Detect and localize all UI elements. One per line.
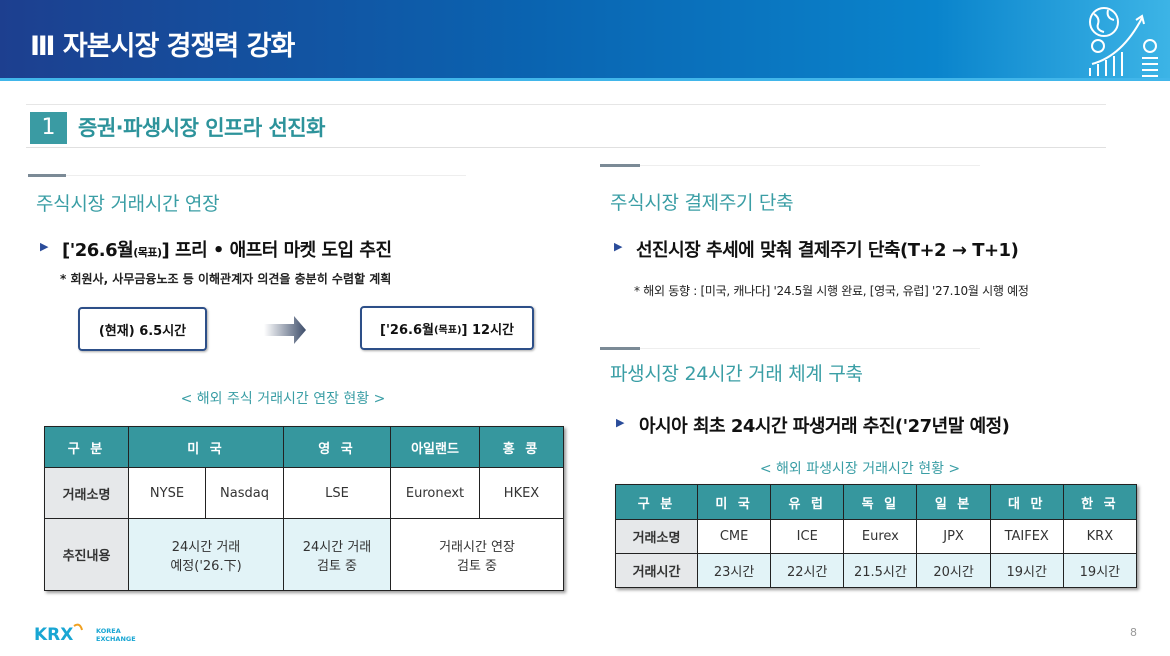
section-header [26, 104, 1106, 148]
table-cell: 19시간 [1062, 553, 1138, 588]
bullet-arrow-icon: ▶ [614, 240, 623, 253]
table-row: 거래소명 CME ICE Eurex JPX TAIFEX KRX [615, 519, 1138, 554]
header-cell: 구 분 [615, 484, 698, 520]
right-subtitle-derivatives: 파생시장 24시간 거래 체계 구축 [610, 363, 863, 385]
table-row: 거래시간 23시간 22시간 21.5시간 20시간 19시간 19시간 [615, 553, 1138, 588]
table-cell: 24시간 거래 검토 중 [283, 518, 392, 591]
table-cell: HKEX [479, 467, 565, 519]
header-stripe [0, 78, 1170, 81]
right-table-caption: < 해외 파생시장 거래시간 현황 > [759, 461, 961, 477]
header-cell: 구 분 [44, 426, 129, 468]
svg-text:KRX: KRX [34, 625, 73, 645]
target-prefix: ['26.6월 [380, 322, 434, 338]
row-label: 거래소명 [44, 467, 129, 519]
table-cell: ICE [770, 519, 845, 554]
table-cell: 20시간 [916, 553, 991, 588]
bullet-arrow-icon: ▶ [40, 240, 49, 253]
page-title: Ⅲ 자본시장 경쟁력 강화 [30, 31, 295, 62]
stock-hours-table: 구 분 미 국 영 국 아일랜드 홍 콩 거래소명 NYSE Nasdaq LS… [44, 426, 565, 591]
table-cell: JPX [916, 519, 991, 554]
bullet-arrow-icon: ▶ [616, 416, 625, 429]
right-subtitle-settlement: 주식시장 결제주기 단축 [610, 192, 794, 214]
arrow-right-icon [264, 316, 306, 344]
table-cell: NYSE [128, 467, 206, 519]
svg-text:EXCHANGE: EXCHANGE [96, 635, 136, 643]
page-number: 8 [1130, 626, 1137, 639]
divider [600, 347, 640, 350]
table-row: 거래소명 NYSE Nasdaq LSE Euronext HKEX [44, 467, 565, 519]
table-cell: CME [696, 519, 772, 554]
section-number: 1 [30, 112, 67, 144]
right-note: * 해외 동향 : [미국, 캐나다] '24.5월 시행 완료, [영국, 유… [634, 284, 1029, 298]
bullet-suffix: ] 프리 • 애프터 마켓 도입 추진 [161, 240, 393, 261]
divider [640, 165, 980, 166]
table-cell: 23시간 [696, 553, 772, 588]
divider [600, 164, 640, 167]
table-header-row: 구 분 미 국 영 국 아일랜드 홍 콩 [44, 426, 565, 468]
table-cell: Nasdaq [204, 467, 285, 519]
table-cell: 22시간 [770, 553, 845, 588]
right-bullet-derivatives: 아시아 최초 24시간 파생거래 추진('27년말 예정) [639, 416, 1010, 437]
header-cell: 미 국 [696, 484, 772, 520]
header-cell: 일 본 [916, 484, 991, 520]
target-small: (목표) [433, 324, 462, 336]
right-bullet-settlement: 선진시장 추세에 맞춰 결제주기 단축(T+2 → T+1) [636, 240, 1019, 261]
target-hours-box: ['26.6월 (목표)] 12시간 [360, 306, 534, 350]
divider [66, 175, 466, 176]
header-cell: 독 일 [843, 484, 918, 520]
header-cell: 한 국 [1062, 484, 1138, 520]
row-label: 추진내용 [44, 518, 129, 591]
header-cell: 유 럽 [770, 484, 845, 520]
left-bullet: ['26.6월(목표)] 프리 • 애프터 마켓 도입 추진 [62, 236, 392, 262]
header-cell: 아일랜드 [390, 426, 481, 468]
table-cell: 21.5시간 [843, 553, 918, 588]
header-cell: 미 국 [127, 426, 285, 468]
left-note: * 회원사, 사무금융노조 등 이해관계자 의견을 충분히 수렴할 계획 [60, 272, 392, 286]
table-cell: KRX [1062, 519, 1138, 554]
table-cell: 거래시간 연장 검토 중 [390, 518, 565, 591]
globe-money-growth-icon [1089, 7, 1158, 77]
header-banner [0, 0, 1170, 78]
header-cell: 대 만 [989, 484, 1064, 520]
target-suffix: ] 12시간 [461, 322, 514, 338]
section-title: 증권·파생시장 인프라 선진화 [78, 116, 325, 140]
row-label: 거래소명 [615, 519, 698, 554]
row-label: 거래시간 [615, 553, 698, 588]
header-cell: 홍 콩 [479, 426, 565, 468]
derivatives-hours-table: 구 분 미 국 유 럽 독 일 일 본 대 만 한 국 거래소명 CME ICE… [615, 484, 1138, 588]
left-subtitle: 주식시장 거래시간 연장 [36, 193, 220, 215]
divider [640, 348, 980, 349]
table-header-row: 구 분 미 국 유 럽 독 일 일 본 대 만 한 국 [615, 484, 1138, 520]
table-cell: TAIFEX [989, 519, 1064, 554]
table-row: 추진내용 24시간 거래 예정('26.下) 24시간 거래 검토 중 거래시간… [44, 518, 565, 591]
divider [28, 174, 66, 177]
bullet-prefix: ['26.6월 [62, 240, 134, 261]
current-hours-box: (현재) 6.5시간 [78, 307, 207, 351]
table-cell: 24시간 거래 예정('26.下) [127, 518, 285, 591]
krx-logo: KRX KOREA EXCHANGE [34, 623, 136, 645]
header-cell: 영 국 [283, 426, 392, 468]
table-cell: Euronext [390, 467, 481, 519]
svg-text:KOREA: KOREA [96, 627, 121, 635]
bullet-small: (목표) [133, 246, 162, 259]
table-cell: Eurex [843, 519, 918, 554]
table-cell: 19시간 [989, 553, 1064, 588]
left-table-caption: < 해외 주식 거래시간 연장 현황 > [180, 391, 386, 407]
table-cell: LSE [283, 467, 392, 519]
